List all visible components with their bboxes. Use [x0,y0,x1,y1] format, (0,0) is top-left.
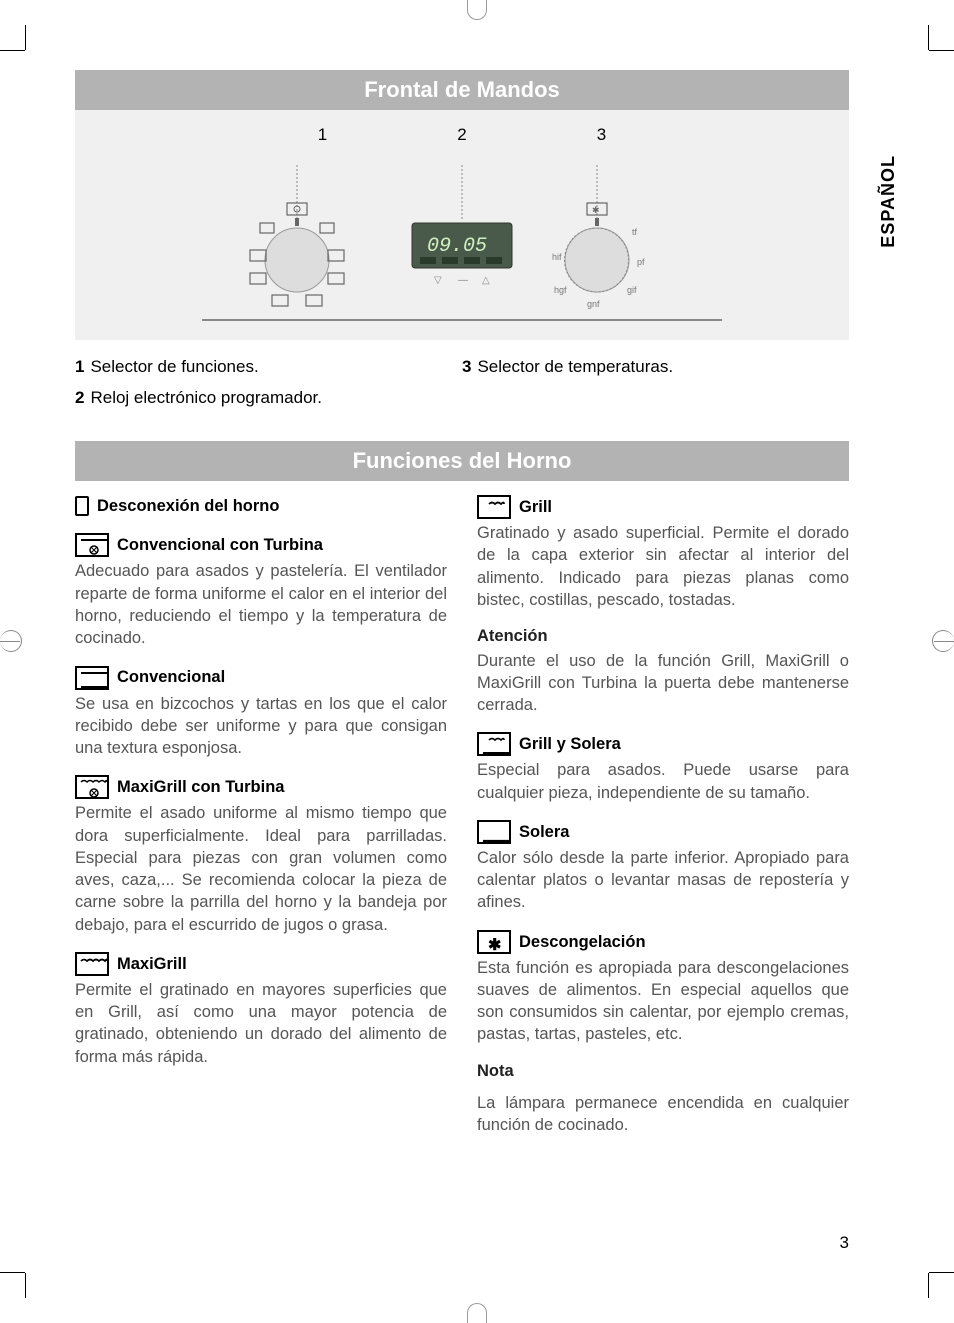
nota-title: Nota [477,1060,849,1082]
svg-text:hgf: hgf [554,285,567,295]
page-content: ESPAÑOL Frontal de Mandos 1 2 3 [75,70,899,1253]
clock-display: 09.05 [427,235,487,258]
svg-text:tf: tf [632,227,638,237]
maxigrill-turbina-icon [75,775,109,799]
panel-label-3: 3 [597,125,606,145]
language-tab: ESPAÑOL [878,155,899,248]
solera-icon [477,820,511,844]
nota-desc: La lámpara permanece encendida en cualqu… [477,1092,849,1137]
grill-solera-icon [477,732,511,756]
crop-corner [928,1273,929,1298]
off-icon [75,496,89,516]
crop-corner [929,1272,954,1273]
maxigrill-icon [75,952,109,976]
grill-icon [477,495,511,519]
func-descongelacion-desc: Esta función es apropiada para descongel… [477,957,849,1046]
crop-corner [25,1273,26,1298]
func-solera-desc: Calor sólo desde la parte inferior. Apro… [477,847,849,914]
func-maxigrill: MaxiGrill [75,952,447,976]
func-maxigrill-turbina: MaxiGrill con Turbina [75,775,447,799]
descongelacion-icon: ✱ [477,930,511,954]
func-conv-turbina: Convencional con Turbina [75,533,447,557]
atencion-desc: Durante el uso de la función Grill, Maxi… [477,650,849,717]
svg-text:△: △ [482,275,490,286]
func-off: Desconexión del horno [75,495,447,517]
svg-text:pf: pf [637,257,645,267]
func-solera: Solera [477,820,849,844]
conv-turbina-icon [75,533,109,557]
legend-item-3: 3Selector de temperaturas. [462,352,849,383]
section-header-funciones: Funciones del Horno [75,441,849,481]
svg-text:▽: ▽ [434,275,442,286]
svg-text:✱: ✱ [488,937,501,954]
functions-columns: Desconexión del horno Convencional con T… [75,495,849,1136]
crop-corner [928,25,929,50]
atencion-title: Atención [477,625,849,647]
func-grill: Grill [477,495,849,519]
panel-label-1: 1 [318,125,327,145]
crop-corner [25,25,26,50]
svg-text:hif: hif [552,252,562,262]
func-grill-solera: Grill y Solera [477,732,849,756]
convencional-icon [75,666,109,690]
func-convencional-desc: Se usa en bizcochos y tartas en los que … [75,693,447,760]
func-descongelacion: ✱ Descongelación [477,930,849,954]
legend-item-2: 2Reloj electrónico programador. [75,383,462,414]
page-number: 3 [840,1233,849,1253]
svg-text:✱: ✱ [592,205,600,215]
section-header-frontal: Frontal de Mandos [75,70,849,110]
panel-legend: 1Selector de funciones. 2Reloj electróni… [75,352,849,413]
crop-mark-top [467,0,487,20]
functions-right-column: Grill Gratinado y asado superficial. Per… [477,495,849,1136]
func-grill-desc: Gratinado y asado superficial. Permite e… [477,522,849,611]
panel-label-2: 2 [457,125,466,145]
control-panel-diagram: 1 2 3 09.05 [75,110,849,340]
legend-item-1: 1Selector de funciones. [75,352,462,383]
svg-text:—: — [458,275,468,286]
func-conv-turbina-desc: Adecuado para asados y pastelería. El ve… [75,560,447,649]
svg-text:gif: gif [627,285,637,295]
func-maxigrill-turbina-desc: Permite el asado uniforme al mismo tiemp… [75,802,447,936]
crop-mark-bottom [467,1303,487,1323]
registration-mark-left [0,630,22,652]
func-convencional: Convencional [75,666,447,690]
func-maxigrill-desc: Permite el gratinado en mayores superfic… [75,979,447,1068]
crop-corner [929,50,954,51]
crop-corner [0,50,25,51]
func-grill-solera-desc: Especial para asados. Puede usarse para … [477,759,849,804]
crop-corner [0,1272,25,1273]
registration-mark-right [932,630,954,652]
functions-left-column: Desconexión del horno Convencional con T… [75,495,447,1136]
svg-text:gnf: gnf [587,299,600,309]
panel-svg: 09.05 ▽ — △ ✱ tf hif pf hgf gnf gif [202,165,722,335]
